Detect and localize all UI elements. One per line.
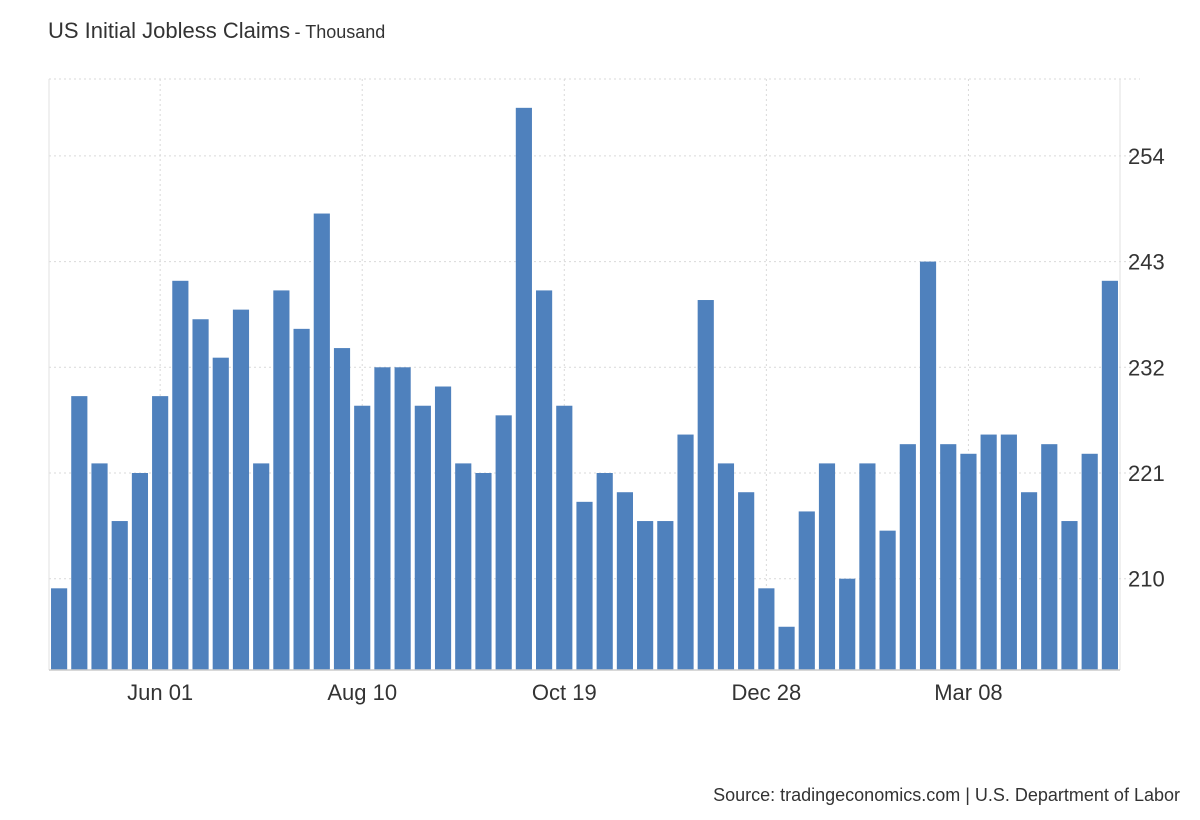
bar (495, 415, 512, 670)
y-tick-label: 221 (1128, 461, 1165, 486)
bar (253, 463, 270, 670)
bar (1020, 492, 1038, 670)
x-tick-label: Mar 08 (934, 680, 1002, 705)
bar (71, 396, 88, 670)
bar (394, 367, 411, 670)
bar (657, 521, 674, 670)
bar (859, 463, 876, 670)
bar (697, 300, 714, 670)
bar (1061, 521, 1078, 670)
bar (152, 396, 169, 670)
bar (232, 309, 250, 670)
bar (293, 328, 310, 670)
bar (839, 578, 856, 670)
chart-subtitle: - Thousand (294, 22, 386, 42)
bar (333, 348, 351, 670)
bar (212, 357, 229, 670)
chart-title-block: US Initial Jobless Claims - Thousand (48, 18, 385, 44)
bar (919, 261, 937, 670)
bar (738, 492, 755, 670)
bar (576, 501, 593, 670)
bar (1101, 280, 1118, 670)
x-tick-label: Jun 01 (127, 680, 193, 705)
bar (818, 463, 836, 670)
bar (434, 386, 452, 670)
bar (192, 319, 209, 670)
y-tick-label: 243 (1128, 250, 1165, 275)
bar (1000, 434, 1017, 670)
bar (879, 530, 896, 670)
bar (131, 473, 149, 670)
bar (778, 626, 795, 670)
bar (374, 367, 391, 670)
bar (414, 405, 431, 670)
bar (556, 405, 573, 670)
source-note: Source: tradingeconomics.com | U.S. Depa… (713, 785, 1180, 805)
bar (91, 463, 108, 670)
x-tick-label: Dec 28 (732, 680, 802, 705)
bar (111, 521, 128, 670)
bar (940, 444, 957, 670)
x-tick-label: Oct 19 (532, 680, 597, 705)
y-tick-label: 232 (1128, 355, 1165, 380)
bar (273, 290, 290, 670)
bar (1081, 453, 1098, 670)
bar (1041, 444, 1058, 670)
bar (798, 511, 815, 670)
bar (637, 521, 654, 670)
bar (354, 405, 371, 670)
bar (899, 444, 916, 670)
y-tick-label: 254 (1128, 144, 1165, 169)
bar (536, 290, 553, 670)
chart-title: US Initial Jobless Claims (48, 18, 291, 43)
bar (475, 473, 492, 670)
bar (515, 107, 532, 670)
bar (960, 453, 977, 670)
bar (980, 434, 997, 670)
bar (758, 588, 775, 670)
bar (51, 588, 68, 670)
bar (455, 463, 472, 670)
bar (172, 280, 189, 670)
bar (596, 473, 613, 670)
y-tick-label: 210 (1128, 567, 1165, 592)
bar (616, 492, 633, 670)
bar (677, 434, 694, 670)
bar (717, 463, 735, 670)
x-tick-label: Aug 10 (327, 680, 397, 705)
bar (313, 213, 330, 670)
